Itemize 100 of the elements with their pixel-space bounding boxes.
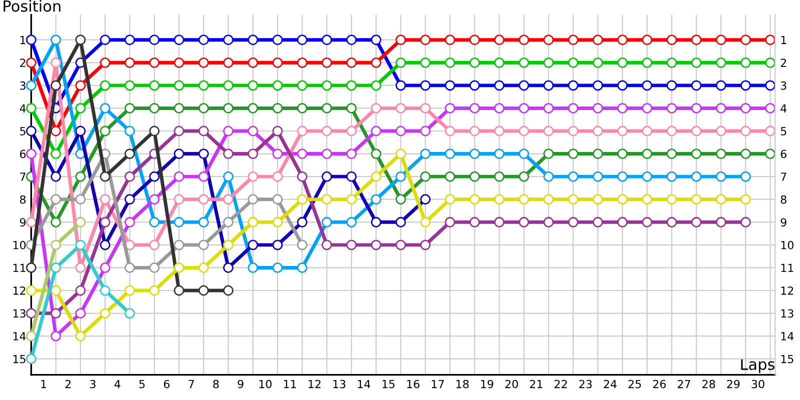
point (26, 354, 36, 364)
point (543, 57, 554, 68)
point (149, 262, 160, 273)
point (716, 80, 726, 91)
x-tick-label: 14 (358, 380, 370, 388)
point (617, 171, 628, 182)
point (322, 171, 332, 182)
point (149, 171, 160, 182)
point (543, 126, 554, 136)
point (322, 57, 332, 68)
x-tick-label: 26 (653, 380, 666, 388)
point (174, 171, 184, 182)
point (617, 216, 628, 228)
point (617, 34, 628, 46)
point (346, 148, 357, 159)
point (420, 103, 431, 114)
point (100, 34, 110, 46)
point (174, 240, 184, 250)
point (149, 103, 160, 114)
point (346, 57, 357, 68)
point (370, 34, 382, 46)
point (124, 34, 135, 46)
point (149, 285, 160, 296)
point (174, 216, 184, 228)
point (223, 103, 234, 114)
x-tick-label: 27 (678, 380, 690, 388)
point (272, 240, 283, 250)
y-tick-label: 12 (13, 286, 26, 295)
point (420, 171, 431, 182)
point (100, 103, 110, 114)
point (494, 34, 504, 46)
point (543, 171, 554, 182)
point (642, 103, 652, 114)
point (75, 126, 86, 136)
point (396, 171, 406, 182)
point (272, 103, 283, 114)
point (272, 34, 283, 46)
point (174, 285, 184, 296)
point (100, 57, 110, 68)
point (420, 148, 431, 159)
x-tick-label: 3 (90, 380, 96, 388)
point (444, 126, 456, 136)
point (666, 80, 677, 91)
point (26, 148, 36, 159)
point (248, 262, 258, 273)
point (617, 80, 628, 91)
point (322, 34, 332, 46)
point (272, 148, 283, 159)
point (100, 285, 110, 296)
point (765, 126, 776, 136)
y2-tick-label: 1 (781, 36, 786, 44)
point (396, 80, 406, 91)
point (494, 80, 504, 91)
point (50, 171, 62, 182)
point (543, 194, 554, 205)
x-tick-label: 30 (752, 380, 764, 388)
point (223, 126, 234, 136)
point (26, 57, 36, 68)
point (100, 171, 110, 182)
x-tick-label: 17 (432, 380, 444, 388)
point (420, 126, 431, 136)
point (370, 103, 382, 114)
point (691, 57, 702, 68)
point (592, 194, 604, 205)
point (296, 216, 308, 228)
point (296, 103, 308, 114)
x-tick-label: 1 (41, 380, 46, 388)
y2-tick-label: 9 (780, 218, 786, 227)
point (223, 148, 234, 159)
point (396, 240, 406, 250)
point (223, 194, 234, 205)
x-tick-label: 19 (481, 380, 494, 388)
point (592, 126, 604, 136)
point (174, 34, 184, 46)
point (223, 57, 234, 68)
point (198, 240, 209, 250)
point (469, 171, 480, 182)
point (420, 57, 431, 68)
point (494, 171, 504, 182)
point (124, 103, 135, 114)
point (716, 148, 726, 159)
point (518, 194, 530, 205)
point (174, 57, 184, 68)
point (469, 126, 480, 136)
point (50, 308, 62, 318)
x-tick-label: 21 (530, 380, 542, 388)
y2-tick-label: 10 (781, 240, 794, 250)
point (100, 194, 110, 205)
point (617, 194, 628, 205)
point (223, 285, 234, 296)
point (666, 103, 677, 114)
y-tick-label: 15 (13, 354, 26, 364)
point (100, 126, 110, 136)
y-tick-label: 8 (20, 195, 26, 204)
y-tick-label: 13 (13, 309, 26, 318)
point (568, 126, 578, 136)
point (198, 285, 209, 296)
point (149, 240, 160, 250)
point (322, 80, 332, 91)
y2-tick-label: 4 (780, 104, 787, 112)
